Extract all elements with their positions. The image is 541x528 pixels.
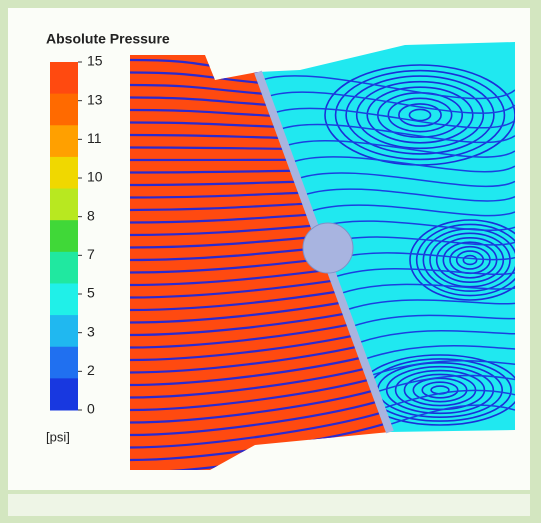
tick-label: 0	[87, 401, 95, 417]
color-band	[50, 94, 78, 126]
tick-label: 11	[87, 130, 102, 146]
color-band	[50, 378, 78, 410]
valve-shaft	[303, 223, 353, 273]
color-band	[50, 125, 78, 157]
tick-label: 10	[87, 169, 103, 185]
tick-label: 7	[87, 246, 95, 262]
color-bar	[50, 62, 78, 411]
tick-label: 8	[87, 207, 95, 223]
color-band	[50, 62, 78, 94]
color-band	[50, 283, 78, 315]
color-band	[50, 252, 78, 284]
color-band	[50, 220, 78, 252]
tick-label: 13	[87, 91, 103, 107]
flow-field	[130, 42, 530, 473]
screenshot: Absolute Pressure 15 13 11 10 8 7 5 3 2 0 [psi]	[0, 0, 541, 523]
legend-title: Absolute Pressure	[46, 31, 170, 47]
color-band	[50, 315, 78, 347]
color-band	[50, 347, 78, 379]
color-band	[50, 189, 78, 221]
footer-strip	[8, 494, 530, 516]
tick-label: 3	[87, 323, 95, 339]
tick-label: 2	[87, 362, 95, 378]
streamline	[130, 148, 286, 149]
color-band	[50, 157, 78, 189]
tick-label: 5	[87, 285, 95, 301]
tick-label: 15	[87, 53, 103, 69]
legend-unit: [psi]	[46, 429, 70, 444]
